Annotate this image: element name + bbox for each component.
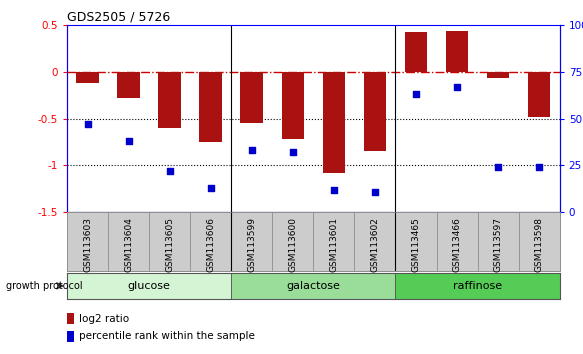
Bar xyxy=(231,212,272,271)
Bar xyxy=(364,72,386,152)
Bar xyxy=(313,212,354,271)
Bar xyxy=(199,72,222,142)
Point xyxy=(288,149,297,155)
Bar xyxy=(519,212,560,271)
Bar xyxy=(487,72,510,78)
Bar xyxy=(231,273,395,299)
Text: GSM113599: GSM113599 xyxy=(247,217,257,272)
Bar xyxy=(67,273,231,299)
Text: GDS2505 / 5726: GDS2505 / 5726 xyxy=(67,11,170,24)
Text: GSM113606: GSM113606 xyxy=(206,217,215,272)
Text: GSM113602: GSM113602 xyxy=(370,217,380,272)
Point xyxy=(535,165,544,170)
Point xyxy=(206,185,215,191)
Text: growth protocol: growth protocol xyxy=(6,281,82,291)
Point xyxy=(165,168,174,174)
Text: GSM113598: GSM113598 xyxy=(535,217,544,272)
Bar xyxy=(190,212,231,271)
Bar xyxy=(405,32,427,72)
Text: GSM113605: GSM113605 xyxy=(165,217,174,272)
Bar xyxy=(437,212,477,271)
Bar xyxy=(282,72,304,139)
Text: log2 ratio: log2 ratio xyxy=(79,314,129,324)
Text: GSM113600: GSM113600 xyxy=(289,217,297,272)
Point xyxy=(124,138,134,144)
Bar xyxy=(149,212,190,271)
Point xyxy=(452,84,462,90)
Bar xyxy=(76,72,99,83)
Bar xyxy=(67,212,108,271)
Bar xyxy=(395,212,437,271)
Bar xyxy=(241,72,263,123)
Bar xyxy=(159,72,181,128)
Text: GSM113603: GSM113603 xyxy=(83,217,92,272)
Text: raffinose: raffinose xyxy=(453,281,502,291)
Bar xyxy=(108,212,149,271)
Bar xyxy=(67,331,75,342)
Bar xyxy=(117,72,140,98)
Bar xyxy=(67,313,75,324)
Point xyxy=(247,148,257,153)
Bar xyxy=(354,212,395,271)
Point xyxy=(493,165,503,170)
Point xyxy=(329,187,339,193)
Text: GSM113597: GSM113597 xyxy=(494,217,503,272)
Point xyxy=(83,121,92,127)
Text: GSM113601: GSM113601 xyxy=(329,217,338,272)
Bar xyxy=(395,273,560,299)
Text: GSM113465: GSM113465 xyxy=(412,217,420,272)
Point xyxy=(370,189,380,195)
Bar xyxy=(528,72,550,117)
Bar xyxy=(272,212,313,271)
Bar xyxy=(446,32,468,72)
Bar xyxy=(322,72,345,173)
Text: galactose: galactose xyxy=(286,281,340,291)
Bar xyxy=(477,212,519,271)
Text: GSM113466: GSM113466 xyxy=(452,217,462,272)
Point xyxy=(412,91,421,97)
Text: glucose: glucose xyxy=(128,281,171,291)
Text: GSM113604: GSM113604 xyxy=(124,217,133,272)
Text: percentile rank within the sample: percentile rank within the sample xyxy=(79,331,255,341)
